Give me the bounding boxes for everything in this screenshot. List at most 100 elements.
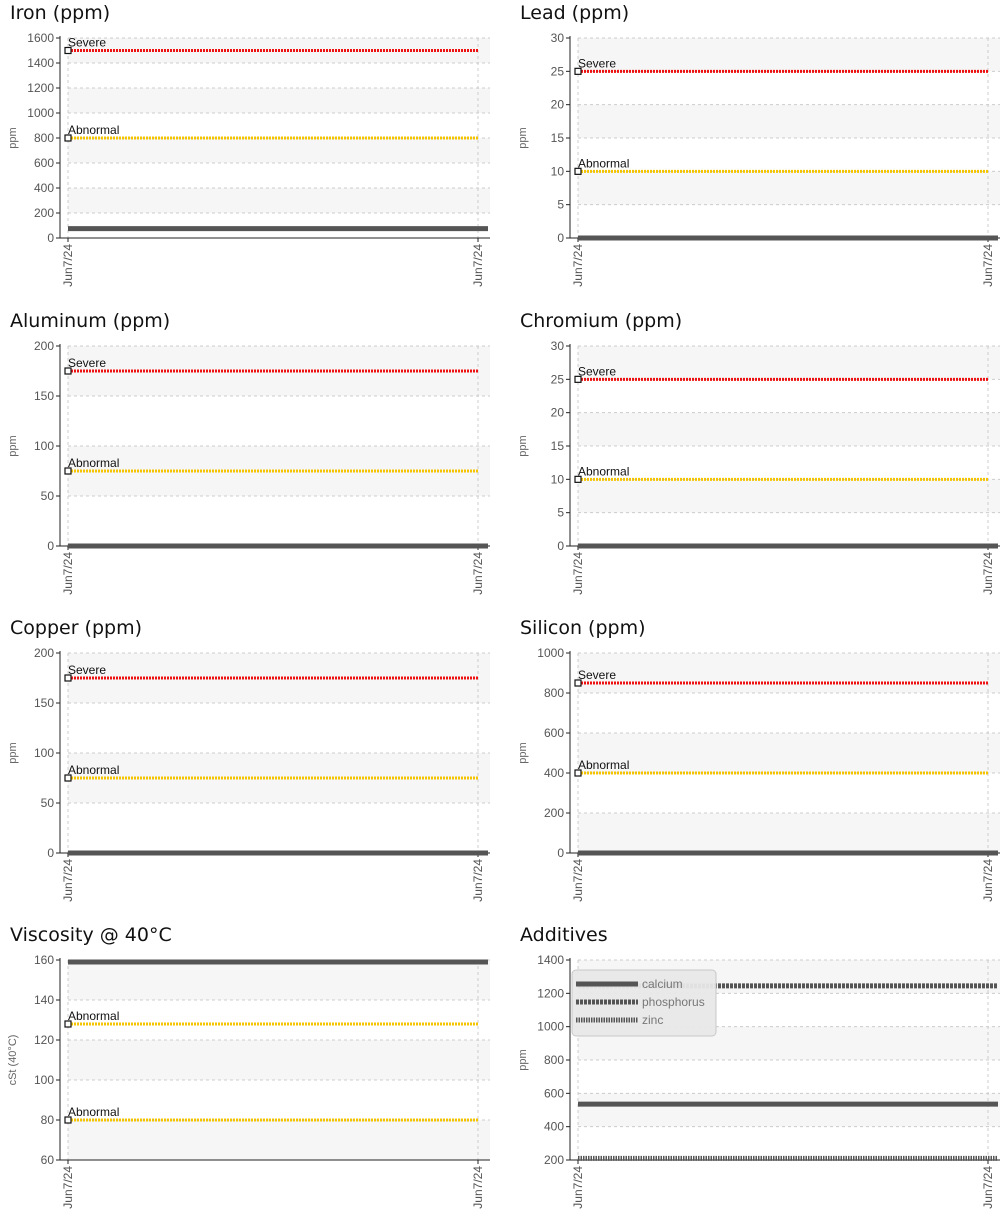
y-tick-label: 80 — [41, 1113, 55, 1127]
x-tick-label: Jun7/24 — [471, 1166, 485, 1209]
y-tick-label: 15 — [551, 439, 565, 453]
x-tick-label: Jun7/24 — [571, 859, 585, 902]
y-tick-label: 400 — [544, 1120, 564, 1134]
plot-band — [68, 1040, 490, 1080]
plot-band — [68, 188, 490, 213]
threshold-marker — [64, 674, 72, 682]
threshold-marker — [64, 134, 72, 142]
chart-title: Additives — [520, 924, 608, 946]
plot-area: 60 80 100 120 140 160 cSt (40°C) Jun7/24 Jun7/24… — [7, 953, 490, 1209]
severe-threshold-label: Severe — [68, 663, 106, 677]
threshold-marker — [574, 167, 582, 175]
y-tick-label: 600 — [544, 726, 564, 740]
abnormal-threshold-label: Abnormal — [578, 758, 629, 772]
chart-title: Lead (ppm) — [520, 2, 630, 24]
y-tick-label: 100 — [34, 1073, 54, 1087]
y-tick-label: 0 — [557, 231, 564, 245]
plot-band — [578, 346, 1000, 380]
y-tick-label: 200 — [34, 206, 54, 220]
y-tick-label: 1600 — [27, 31, 54, 45]
chart-title: Silicon (ppm) — [520, 617, 646, 639]
threshold-marker — [64, 1020, 72, 1028]
viscosity-chart: Viscosity @ 40°C 60 80 100 120 140 160 cSt (40°… — [0, 922, 490, 1222]
threshold-marker — [574, 375, 582, 383]
y-tick-label: 140 — [34, 993, 54, 1007]
y-tick-label: 5 — [557, 506, 564, 520]
abnormal-threshold-label: Abnormal — [68, 763, 119, 777]
x-tick-label: Jun7/24 — [981, 1166, 995, 1209]
threshold-marker — [574, 475, 582, 483]
y-tick-label: 10 — [551, 164, 565, 178]
x-tick-label: Jun7/24 — [981, 859, 995, 902]
y-axis-label: ppm — [517, 127, 529, 148]
y-tick-label: 150 — [34, 696, 54, 710]
plot-band — [578, 813, 1000, 853]
chart-title: Iron (ppm) — [10, 2, 111, 24]
y-tick-label: 1400 — [27, 56, 54, 70]
threshold-marker — [64, 367, 72, 375]
y-tick-label: 30 — [551, 339, 565, 353]
y-tick-label: 400 — [34, 181, 54, 195]
y-tick-label: 100 — [34, 439, 54, 453]
legend: calcium phosphorus zinc — [571, 969, 717, 1037]
x-tick-label: Jun7/24 — [471, 859, 485, 902]
y-tick-label: 0 — [557, 539, 564, 553]
y-tick-label: 100 — [34, 746, 54, 760]
x-tick-label: Jun7/24 — [571, 552, 585, 595]
x-tick-label: Jun7/24 — [471, 244, 485, 287]
y-tick-label: 800 — [544, 1053, 564, 1067]
y-tick-label: 200 — [544, 1153, 564, 1167]
y-tick-label: 160 — [34, 953, 54, 967]
x-tick-label: Jun7/24 — [571, 1166, 585, 1209]
threshold-marker — [574, 769, 582, 777]
y-tick-label: 1000 — [537, 646, 564, 660]
y-axis-label: ppm — [7, 435, 19, 456]
y-tick-label: 400 — [544, 766, 564, 780]
y-tick-label: 0 — [557, 846, 564, 860]
y-tick-label: 120 — [34, 1033, 54, 1047]
copper-chart: Copper (ppm) 0 50 100 150 200 ppm Jun7/24 Jun7/2… — [0, 615, 490, 915]
plot-band — [578, 104, 1000, 138]
y-tick-label: 1000 — [27, 106, 54, 120]
chart-title: Copper (ppm) — [10, 617, 143, 639]
severe-threshold-label: Severe — [578, 668, 616, 682]
threshold-marker — [64, 46, 72, 55]
chart-title: Aluminum (ppm) — [10, 310, 171, 332]
y-tick-label: 20 — [551, 406, 565, 420]
x-tick-label: Jun7/24 — [61, 244, 75, 287]
abnormal-threshold-label: Abnormal — [578, 464, 629, 478]
y-tick-label: 600 — [544, 1086, 564, 1100]
severe-threshold-label: Severe — [578, 56, 616, 70]
plot-band — [68, 1120, 490, 1160]
x-tick-label: Jun7/24 — [571, 244, 585, 287]
abnormal-threshold-label: Abnormal — [68, 456, 119, 470]
y-tick-label: 5 — [557, 198, 564, 212]
plot-band — [68, 138, 490, 163]
threshold-marker — [64, 774, 72, 782]
y-tick-label: 60 — [41, 1153, 55, 1167]
chart-title: Viscosity @ 40°C — [10, 924, 172, 946]
aluminum-chart: Aluminum (ppm) 0 50 100 150 200 ppm Jun7/24 Jun7… — [0, 308, 490, 608]
lead-chart: Lead (ppm) 0 5 10 15 20 25 30 ppm Jun7/24 Jun7/24 S… — [510, 0, 1000, 300]
plot-area: 0 5 10 15 20 25 30 ppm Jun7/24 Jun7/24 Severe Abnor… — [517, 31, 1000, 287]
x-tick-label: Jun7/24 — [981, 552, 995, 595]
iron-chart: Iron (ppm) 0 200 400 600 800 1000 1200 1400 1600 p… — [0, 0, 490, 300]
y-tick-label: 1200 — [27, 81, 54, 95]
legend-label: zinc — [642, 1013, 663, 1027]
plot-band — [578, 479, 1000, 513]
threshold-marker — [64, 467, 72, 475]
threshold-marker — [574, 679, 582, 687]
additives-chart: Additives 200 400 600 800 1000 1200 1400 ppm Jun7… — [510, 922, 1000, 1222]
y-axis-label: ppm — [517, 1049, 529, 1070]
y-axis-label: ppm — [517, 435, 529, 456]
abnormal-threshold-label: Abnormal — [68, 1105, 119, 1119]
severe-threshold-label: Severe — [68, 356, 106, 370]
y-tick-label: 50 — [41, 489, 55, 503]
y-tick-label: 600 — [34, 156, 54, 170]
y-tick-label: 0 — [47, 846, 54, 860]
plot-area: 0 5 10 15 20 25 30 ppm Jun7/24 Jun7/24 Severe Abnor… — [517, 339, 1000, 595]
y-tick-label: 200 — [34, 646, 54, 660]
plot-band — [578, 653, 1000, 693]
silicon-chart: Silicon (ppm) 0 200 400 600 800 1000 ppm Jun7/24… — [510, 615, 1000, 915]
y-tick-label: 800 — [544, 686, 564, 700]
